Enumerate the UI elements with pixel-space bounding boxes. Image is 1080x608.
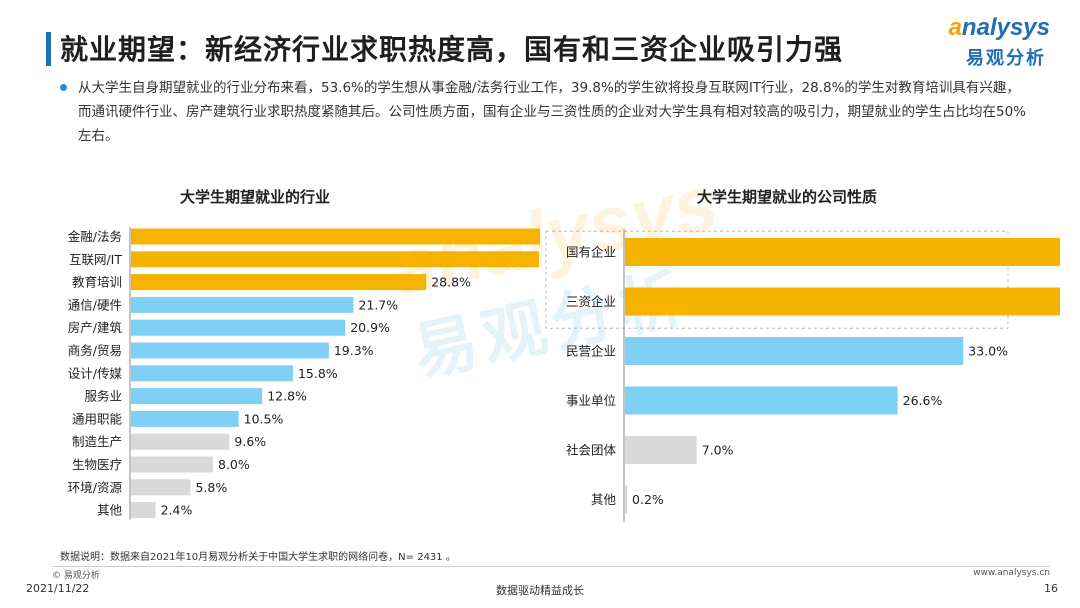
bar (131, 296, 354, 313)
category-label: 商务/贸易 (68, 343, 122, 358)
category-label: 设计/传媒 (68, 366, 123, 381)
company-chart-title: 大学生期望就业的公司性质 (697, 188, 878, 206)
category-label: 制造生产 (72, 434, 122, 449)
highlight-box (545, 230, 1009, 329)
summary-text: 从大学生自身期望就业的行业分布来看，53.6%的学生想从事金融/法务行业工作，3… (78, 80, 1027, 144)
value-label: 5.8% (195, 480, 227, 495)
category-label: 房产/建筑 (68, 320, 123, 335)
value-label: 26.6% (903, 393, 943, 408)
category-label: 通信/硬件 (68, 297, 122, 312)
value-label: 10.5% (244, 411, 284, 426)
value-label: 19.3% (334, 343, 374, 358)
title-accent-bar (46, 32, 51, 66)
category-label: 通用职能 (72, 411, 123, 426)
category-label: 民营企业 (566, 344, 616, 359)
bullet-dot (60, 84, 67, 91)
category-label: 社会团体 (566, 443, 617, 458)
bar (625, 287, 1060, 316)
page-number: 16 (1044, 582, 1058, 595)
category-label: 互联网/IT (69, 252, 122, 267)
bar (625, 485, 628, 514)
company-type-bar-chart: 国有企业50.7%三资企业48.5%民营企业33.0%事业单位26.6%社会团体… (545, 229, 1060, 523)
value-label: 33.0% (968, 344, 1008, 359)
bar (131, 274, 427, 291)
bar (131, 365, 293, 382)
bar (625, 337, 964, 365)
value-label: 15.8% (298, 366, 338, 381)
value-label: 28.8% (431, 275, 471, 290)
value-label: 9.6% (234, 434, 266, 449)
bar (131, 342, 329, 359)
data-note: 数据说明：数据来自2021年10月易观分析关于中国大学生求职的网络问卷，N= 2… (60, 552, 456, 563)
value-label: 7.0% (702, 443, 734, 458)
report-date: 2021/11/22 (26, 582, 90, 595)
value-label: 20.9% (350, 320, 390, 335)
bar (131, 228, 540, 245)
industry-chart-title: 大学生期望就业的行业 (180, 188, 331, 206)
category-label: 其他 (591, 492, 617, 507)
bar (131, 388, 263, 405)
category-label: 教育培训 (72, 275, 122, 290)
bar (625, 436, 697, 464)
bar (131, 251, 539, 268)
industry-bar-chart: 金融/法务53.6%互联网/IT39.8%教育培训28.8%通信/硬件21.7%… (68, 227, 540, 520)
footer-divider (52, 566, 1050, 567)
value-label: 2.4% (161, 503, 193, 518)
slogan: 数据驱动精益成长 (496, 584, 584, 597)
category-label: 国有企业 (566, 245, 616, 260)
bar (625, 386, 898, 415)
bar (131, 456, 213, 473)
value-label: 21.7% (358, 297, 398, 312)
value-label: 8.0% (218, 457, 250, 472)
bar (131, 410, 239, 427)
page-title: 就业期望：新经济行业求职热度高，国有和三资企业吸引力强 (60, 33, 844, 66)
analysys-logo: analysys 易观分析 (948, 14, 1050, 69)
category-label: 其他 (97, 503, 123, 518)
category-label: 服务业 (84, 389, 122, 404)
value-label: 12.8% (267, 389, 307, 404)
bar (625, 238, 1060, 266)
category-label: 事业单位 (566, 393, 616, 408)
bar (131, 319, 346, 336)
bar (131, 433, 230, 450)
bar (131, 479, 191, 496)
website-link[interactable]: www.analysys.cn (973, 568, 1050, 578)
bar (131, 502, 156, 519)
category-label: 环境/资源 (68, 480, 123, 495)
category-label: 三资企业 (566, 294, 616, 309)
category-label: 生物医疗 (72, 457, 122, 472)
category-label: 金融/法务 (68, 229, 122, 244)
copyright: © 易观分析 (52, 571, 100, 581)
value-label: 0.2% (632, 492, 664, 507)
